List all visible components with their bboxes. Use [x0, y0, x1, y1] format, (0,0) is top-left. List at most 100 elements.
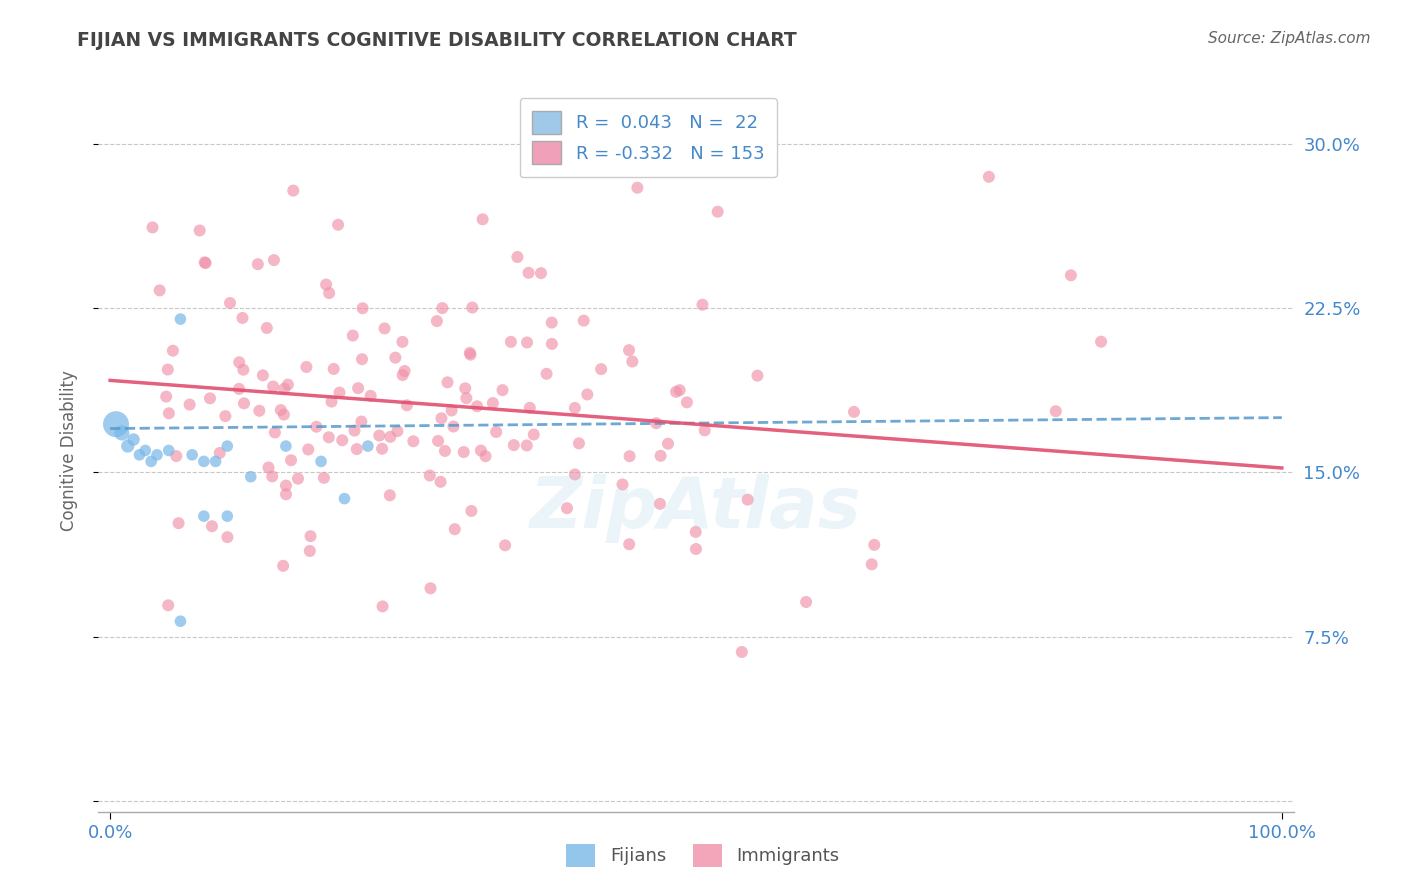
Point — [517, 266, 540, 280]
Point — [263, 253, 285, 268]
Point — [146, 448, 169, 462]
Y-axis label: Cognitive Disability: Cognitive Disability — [59, 370, 77, 531]
Point — [352, 301, 374, 316]
Point — [342, 328, 364, 343]
Point — [1090, 334, 1112, 349]
Point — [436, 376, 458, 390]
Point — [134, 443, 156, 458]
Point — [315, 277, 337, 292]
Point — [343, 424, 366, 438]
Point — [194, 256, 217, 270]
Point — [232, 362, 254, 376]
Point — [328, 385, 350, 400]
Point — [626, 180, 648, 194]
Point — [685, 541, 707, 556]
Point — [443, 419, 465, 434]
Point — [1045, 404, 1067, 418]
Point — [274, 487, 297, 501]
Point — [193, 454, 215, 468]
Point — [564, 401, 586, 415]
Point — [419, 468, 441, 483]
Point — [330, 434, 353, 448]
Point — [228, 382, 250, 396]
Point — [645, 416, 668, 430]
Point — [619, 449, 641, 463]
Point — [747, 368, 769, 383]
Legend: R =  0.043   N =  22, R = -0.332   N = 153: R = 0.043 N = 22, R = -0.332 N = 153 — [520, 98, 776, 178]
Point — [274, 478, 297, 492]
Point — [347, 381, 370, 395]
Point — [105, 417, 128, 432]
Point — [368, 428, 391, 442]
Point — [283, 184, 305, 198]
Legend: Fijians, Immigrants: Fijians, Immigrants — [560, 837, 846, 874]
Point — [208, 446, 231, 460]
Point — [402, 434, 425, 449]
Point — [568, 436, 591, 450]
Point — [193, 509, 215, 524]
Point — [794, 595, 817, 609]
Point — [217, 509, 239, 524]
Point — [485, 425, 508, 439]
Point — [706, 204, 728, 219]
Point — [149, 284, 172, 298]
Point — [460, 348, 482, 362]
Point — [350, 415, 373, 429]
Point — [612, 477, 634, 491]
Point — [460, 504, 482, 518]
Point — [169, 312, 191, 326]
Point — [516, 438, 538, 452]
Point — [650, 449, 672, 463]
Text: ZipAtlas: ZipAtlas — [530, 474, 862, 542]
Point — [239, 469, 262, 483]
Point — [228, 355, 250, 369]
Point — [162, 343, 184, 358]
Point — [157, 406, 180, 420]
Point — [318, 286, 340, 301]
Point — [530, 266, 553, 280]
Point — [157, 443, 180, 458]
Point — [432, 301, 454, 315]
Point — [540, 316, 562, 330]
Point — [217, 439, 239, 453]
Point — [391, 334, 413, 349]
Point — [295, 359, 318, 374]
Point — [419, 582, 441, 596]
Point — [141, 454, 163, 468]
Point — [201, 519, 224, 533]
Text: Source: ZipAtlas.com: Source: ZipAtlas.com — [1208, 31, 1371, 46]
Point — [863, 538, 886, 552]
Point — [384, 351, 406, 365]
Point — [465, 399, 488, 413]
Point — [322, 362, 344, 376]
Point — [523, 427, 546, 442]
Point — [273, 408, 295, 422]
Point — [309, 454, 332, 468]
Point — [555, 501, 578, 516]
Point — [246, 257, 269, 271]
Point — [685, 524, 707, 539]
Point — [298, 544, 321, 558]
Point — [617, 343, 640, 358]
Point — [474, 449, 496, 463]
Point — [204, 454, 226, 468]
Point — [274, 439, 297, 453]
Point — [458, 346, 481, 360]
Point — [440, 403, 463, 417]
Point — [456, 391, 478, 405]
Point — [429, 475, 451, 489]
Point — [665, 384, 688, 399]
Point — [270, 403, 292, 417]
Point — [155, 390, 177, 404]
Point — [179, 398, 201, 412]
Point — [541, 337, 564, 351]
Point — [499, 334, 522, 349]
Point — [217, 530, 239, 544]
Point — [262, 469, 284, 483]
Point — [157, 599, 180, 613]
Point — [165, 449, 187, 463]
Point — [395, 398, 418, 412]
Point — [648, 497, 671, 511]
Point — [188, 223, 211, 237]
Point — [128, 448, 150, 462]
